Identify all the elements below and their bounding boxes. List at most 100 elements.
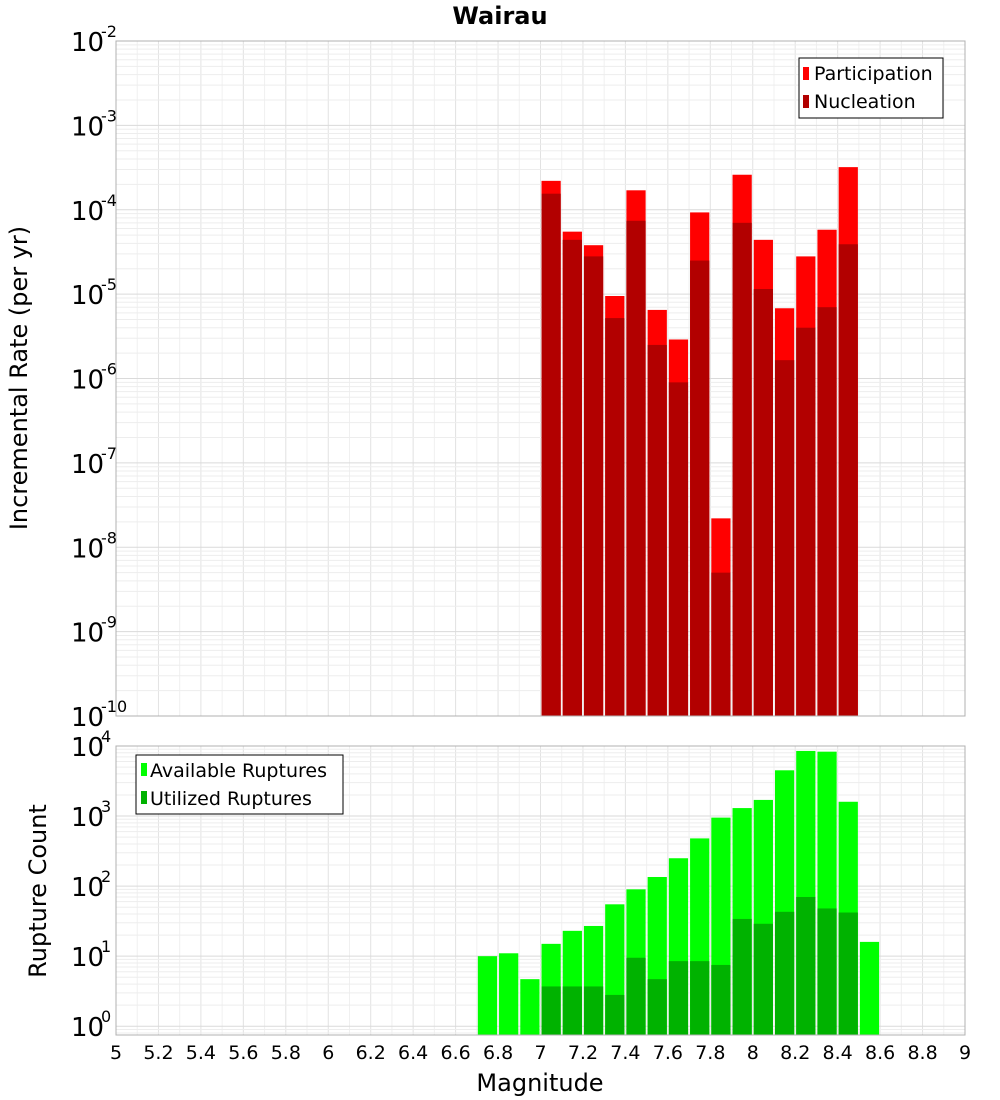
bar-utilized-ruptures [838,912,858,1035]
y-tick-label: 10 [71,619,104,649]
bar-utilized-ruptures [774,911,795,1035]
chart-title: Wairau [452,2,547,30]
x-tick-label: 8 [747,1042,759,1064]
bar-nucleation [690,260,710,716]
y-tick-label: 10 [71,281,104,311]
bar-nucleation [626,220,646,716]
bar-nucleation [817,307,837,716]
bar-nucleation [838,244,858,717]
x-tick-label: 5 [110,1042,122,1064]
x-tick-label: 8.4 [823,1042,853,1064]
x-tick-label: 5.6 [228,1042,258,1064]
y-tick-label: 10 [71,112,104,142]
bar-available-ruptures [859,941,880,1035]
y-tick-exponent: 2 [101,867,111,886]
top-legend: Participation Nucleation [798,57,944,119]
legend-swatch-utilized [141,791,147,804]
y-tick-exponent: -9 [101,613,117,632]
y-tick-exponent: -5 [101,275,117,294]
bottom-bars [477,750,880,1035]
y-tick-exponent: 4 [101,727,111,746]
bar-utilized-ruptures [817,908,837,1035]
x-tick-label: 7.2 [568,1042,598,1064]
y-tick-exponent: 3 [101,797,111,816]
bar-nucleation [562,239,582,716]
bar-nucleation [583,256,604,716]
y-tick-label: 10 [71,733,104,763]
y-tick-label: 10 [71,197,104,227]
bar-nucleation [774,360,795,716]
x-axis-label: Magnitude [476,1069,603,1097]
y-tick-exponent: -7 [101,444,117,463]
bottom-y-axis-label: Rupture Count [24,804,52,978]
x-tick-label: 6 [322,1042,334,1064]
bar-nucleation [605,318,625,716]
x-tick-label: 6.8 [483,1042,513,1064]
y-tick-label: 10 [71,1013,104,1043]
legend-label-nucleation: Nucleation [814,91,916,113]
bar-utilized-ruptures [711,964,731,1035]
legend-label-utilized: Utilized Ruptures [150,788,312,810]
top-legend-box [798,57,944,119]
bar-utilized-ruptures [753,923,773,1035]
bar-available-ruptures [499,953,519,1035]
legend-swatch-participation [803,67,809,80]
y-tick-label: 10 [71,28,104,58]
bottom-x-ticks: 5 5.2 5.4 5.6 5.8 6 6.2 6.4 6.6 6.8 7 7.2 7.4 7.6 7.8 8… [110,1042,971,1064]
bar-nucleation [753,289,773,716]
bottom-legend-box [135,754,344,815]
x-tick-label: 7 [534,1042,546,1064]
x-tick-label: 8.2 [780,1042,810,1064]
y-tick-exponent: 0 [101,1007,111,1026]
y-tick-exponent: -2 [101,22,117,41]
bar-utilized-ruptures [732,918,752,1035]
y-tick-label: 10 [71,366,104,396]
x-tick-label: 6.6 [440,1042,470,1064]
y-tick-exponent: -6 [101,360,117,379]
bar-nucleation [711,572,731,716]
bottom-legend: Available Ruptures Utilized Ruptures [135,754,344,815]
bar-utilized-ruptures [796,896,816,1035]
x-tick-label: 6.4 [398,1042,428,1064]
legend-label-participation: Participation [814,63,933,85]
bar-utilized-ruptures [583,986,604,1035]
bar-utilized-ruptures [668,961,689,1035]
x-tick-label: 9 [959,1042,971,1064]
y-tick-label: 10 [71,450,104,480]
y-tick-label: 10 [71,873,104,903]
y-tick-exponent: -8 [101,528,117,547]
bar-utilized-ruptures [626,957,646,1035]
bottom-plot-frame [115,745,966,1036]
bar-nucleation [796,327,816,716]
bar-utilized-ruptures [690,961,710,1035]
bar-nucleation [647,344,667,716]
top-bars [541,167,858,717]
bar-utilized-ruptures [605,994,625,1035]
y-tick-label: 10 [71,703,104,733]
x-tick-label: 7.6 [653,1042,683,1064]
legend-swatch-available [141,763,147,776]
legend-swatch-nucleation [803,95,809,108]
bottom-grid [115,745,966,1035]
bar-nucleation [541,193,561,716]
y-tick-exponent: -3 [101,106,117,125]
x-tick-label: 7.4 [610,1042,640,1064]
x-tick-label: 8.8 [907,1042,937,1064]
top-grid [115,40,966,717]
top-y-axis-label: Incremental Rate (per yr) [5,226,33,530]
y-tick-label: 10 [71,803,104,833]
x-tick-label: 5.8 [271,1042,301,1064]
y-tick-label: 10 [71,943,104,973]
bar-utilized-ruptures [647,979,667,1035]
bar-utilized-ruptures [541,986,561,1035]
x-tick-label: 6.2 [356,1042,386,1064]
y-tick-exponent: -10 [101,697,127,716]
x-tick-label: 5.4 [186,1042,216,1064]
y-tick-exponent: 1 [101,937,111,956]
bar-available-ruptures [477,956,498,1035]
y-tick-label: 10 [71,534,104,564]
top-plot-frame [115,40,966,717]
